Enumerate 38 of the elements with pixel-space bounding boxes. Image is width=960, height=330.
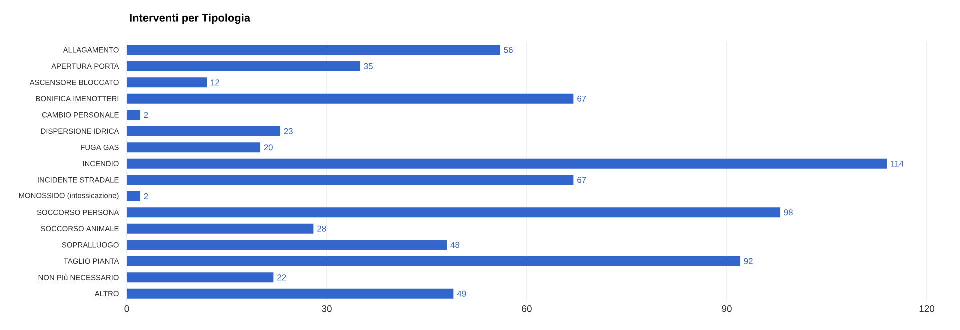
data-label: 2 <box>144 112 148 118</box>
bar <box>127 126 280 136</box>
bar <box>127 142 260 153</box>
x-tick-label: 0 <box>124 306 130 312</box>
x-tick-label: 120 <box>920 306 935 312</box>
data-label: 56 <box>504 47 513 54</box>
data-label: 49 <box>457 290 466 297</box>
bar <box>127 256 740 266</box>
x-tick-label: 90 <box>722 306 732 312</box>
data-label: 22 <box>278 274 286 281</box>
chart-title: Interventi per Tipologia <box>130 14 251 24</box>
bar <box>127 94 574 104</box>
data-label: 67 <box>578 177 586 184</box>
bar <box>127 191 140 202</box>
bar <box>127 175 574 186</box>
bar <box>127 78 207 88</box>
data-label: 23 <box>284 128 293 134</box>
data-label: 28 <box>318 226 326 232</box>
data-label: 2 <box>144 193 148 200</box>
bar <box>127 224 314 234</box>
bar <box>127 158 888 169</box>
bar <box>127 61 360 72</box>
data-label: 20 <box>264 144 273 151</box>
bar <box>127 110 140 120</box>
bar <box>127 272 274 283</box>
x-tick-label: 30 <box>322 306 332 312</box>
data-label: 114 <box>891 160 904 167</box>
data-label: 98 <box>784 210 793 216</box>
data-label: 67 <box>578 96 586 102</box>
bar <box>127 240 448 250</box>
x-tick-label: 60 <box>522 306 532 312</box>
data-label: 48 <box>450 242 460 248</box>
data-label: 12 <box>211 80 220 86</box>
bar <box>127 45 500 56</box>
data-label: 35 <box>364 63 373 70</box>
bar <box>127 288 454 299</box>
data-label: 92 <box>744 258 753 264</box>
bar <box>127 208 780 218</box>
